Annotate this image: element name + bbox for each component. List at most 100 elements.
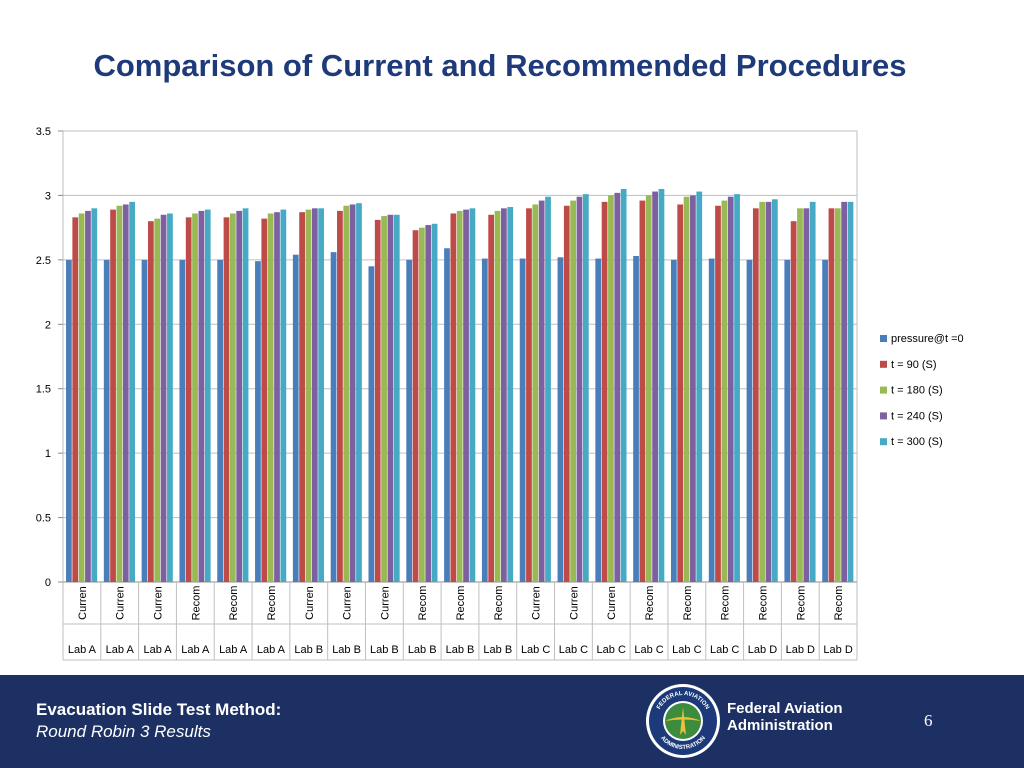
y-tick-label: 2.5	[36, 255, 51, 267]
bar	[229, 213, 236, 582]
bar	[841, 201, 848, 582]
legend-swatch	[880, 360, 887, 368]
procedure-tick-label: Curren	[153, 586, 165, 620]
lab-tick-label: Lab B	[332, 644, 361, 656]
page-number: 6	[924, 711, 933, 730]
legend-entry: t = 300 (S)	[891, 436, 943, 448]
agency-line-2: Administration	[727, 717, 833, 734]
bar	[255, 261, 261, 582]
procedure-tick-label: Curren	[77, 586, 89, 620]
bar	[658, 188, 665, 583]
legend-swatch	[880, 335, 887, 342]
bar	[450, 213, 457, 582]
procedure-tick-label: Recom	[228, 586, 240, 621]
bar	[683, 196, 690, 582]
lab-tick-label: Lab D	[748, 644, 777, 656]
bar	[431, 223, 438, 582]
lab-tick-label: Lab C	[672, 644, 701, 656]
legend-swatch	[880, 386, 887, 394]
bar	[425, 225, 432, 582]
bar	[797, 208, 803, 582]
bar	[633, 255, 639, 583]
y-tick-label: 0.5	[36, 513, 51, 525]
bar	[444, 248, 450, 582]
lab-tick-label: Lab B	[408, 644, 437, 656]
bar	[727, 196, 734, 582]
bar	[847, 201, 854, 582]
bar	[734, 194, 740, 582]
lab-tick-label: Lab B	[446, 644, 475, 656]
procedure-tick-label: Recom	[455, 586, 467, 621]
bar	[538, 200, 545, 582]
bar	[759, 201, 766, 582]
bar	[639, 200, 646, 582]
bar	[280, 209, 287, 582]
bar	[236, 210, 243, 582]
bar	[784, 259, 791, 582]
bar	[349, 204, 356, 582]
bar	[141, 259, 148, 582]
bar	[532, 204, 539, 582]
bar	[582, 194, 589, 582]
bar	[481, 258, 488, 582]
bar	[721, 200, 728, 582]
bar	[242, 208, 249, 582]
bar	[608, 195, 614, 582]
footer-text: Evacuation Slide Test Method: Round Robi…	[36, 700, 281, 742]
bar	[488, 214, 495, 582]
y-tick-label: 0	[45, 577, 51, 589]
bar	[595, 258, 602, 582]
bar	[318, 208, 325, 582]
bar	[337, 210, 343, 582]
bar	[834, 208, 841, 582]
bar	[456, 210, 463, 582]
faa-seal-icon: FEDERAL AVIATION ADMINISTRATION	[646, 684, 720, 758]
procedure-tick-label: Curren	[568, 586, 580, 620]
bar	[822, 259, 828, 582]
lab-tick-label: Lab A	[106, 644, 135, 656]
agency-name: Federal Aviation Administration	[727, 700, 843, 734]
bar	[204, 209, 211, 582]
bar	[746, 259, 753, 582]
bar	[274, 212, 280, 582]
lab-tick-label: Lab C	[634, 644, 663, 656]
procedure-tick-label: Curren	[115, 586, 127, 620]
bar	[78, 213, 85, 582]
bar	[393, 214, 400, 582]
bar	[185, 217, 192, 582]
bar	[576, 196, 583, 582]
procedure-tick-label: Recom	[682, 586, 694, 621]
bar	[645, 195, 652, 582]
bar	[292, 254, 299, 582]
legend-swatch	[880, 412, 887, 420]
procedure-tick-label: Recom	[795, 586, 807, 621]
bar	[545, 196, 551, 582]
bar	[526, 208, 532, 582]
bar	[72, 217, 79, 582]
procedure-tick-label: Recom	[644, 586, 656, 621]
bar	[677, 204, 684, 582]
bar	[356, 203, 362, 582]
bar	[148, 221, 154, 582]
slide-title: Comparison of Current and Recommended Pr…	[93, 48, 907, 83]
procedure-tick-label: Curren	[342, 586, 354, 620]
bar	[198, 210, 205, 582]
bar	[507, 207, 514, 582]
y-tick-label: 2	[45, 319, 51, 331]
bar	[765, 201, 772, 582]
lab-tick-label: Lab B	[294, 644, 323, 656]
bar	[500, 208, 507, 582]
bar	[330, 252, 337, 582]
lab-tick-label: Lab A	[219, 644, 248, 656]
bar	[223, 217, 230, 582]
bar	[179, 259, 186, 582]
procedure-tick-label: Recom	[493, 586, 505, 621]
legend-entry: t = 240 (S)	[891, 410, 943, 422]
bar	[91, 208, 98, 582]
bar	[305, 209, 312, 582]
lab-tick-label: Lab C	[521, 644, 550, 656]
procedure-tick-label: Curren	[606, 586, 618, 620]
bar	[563, 205, 570, 583]
bar	[620, 188, 627, 583]
lab-tick-label: Lab A	[68, 644, 97, 656]
